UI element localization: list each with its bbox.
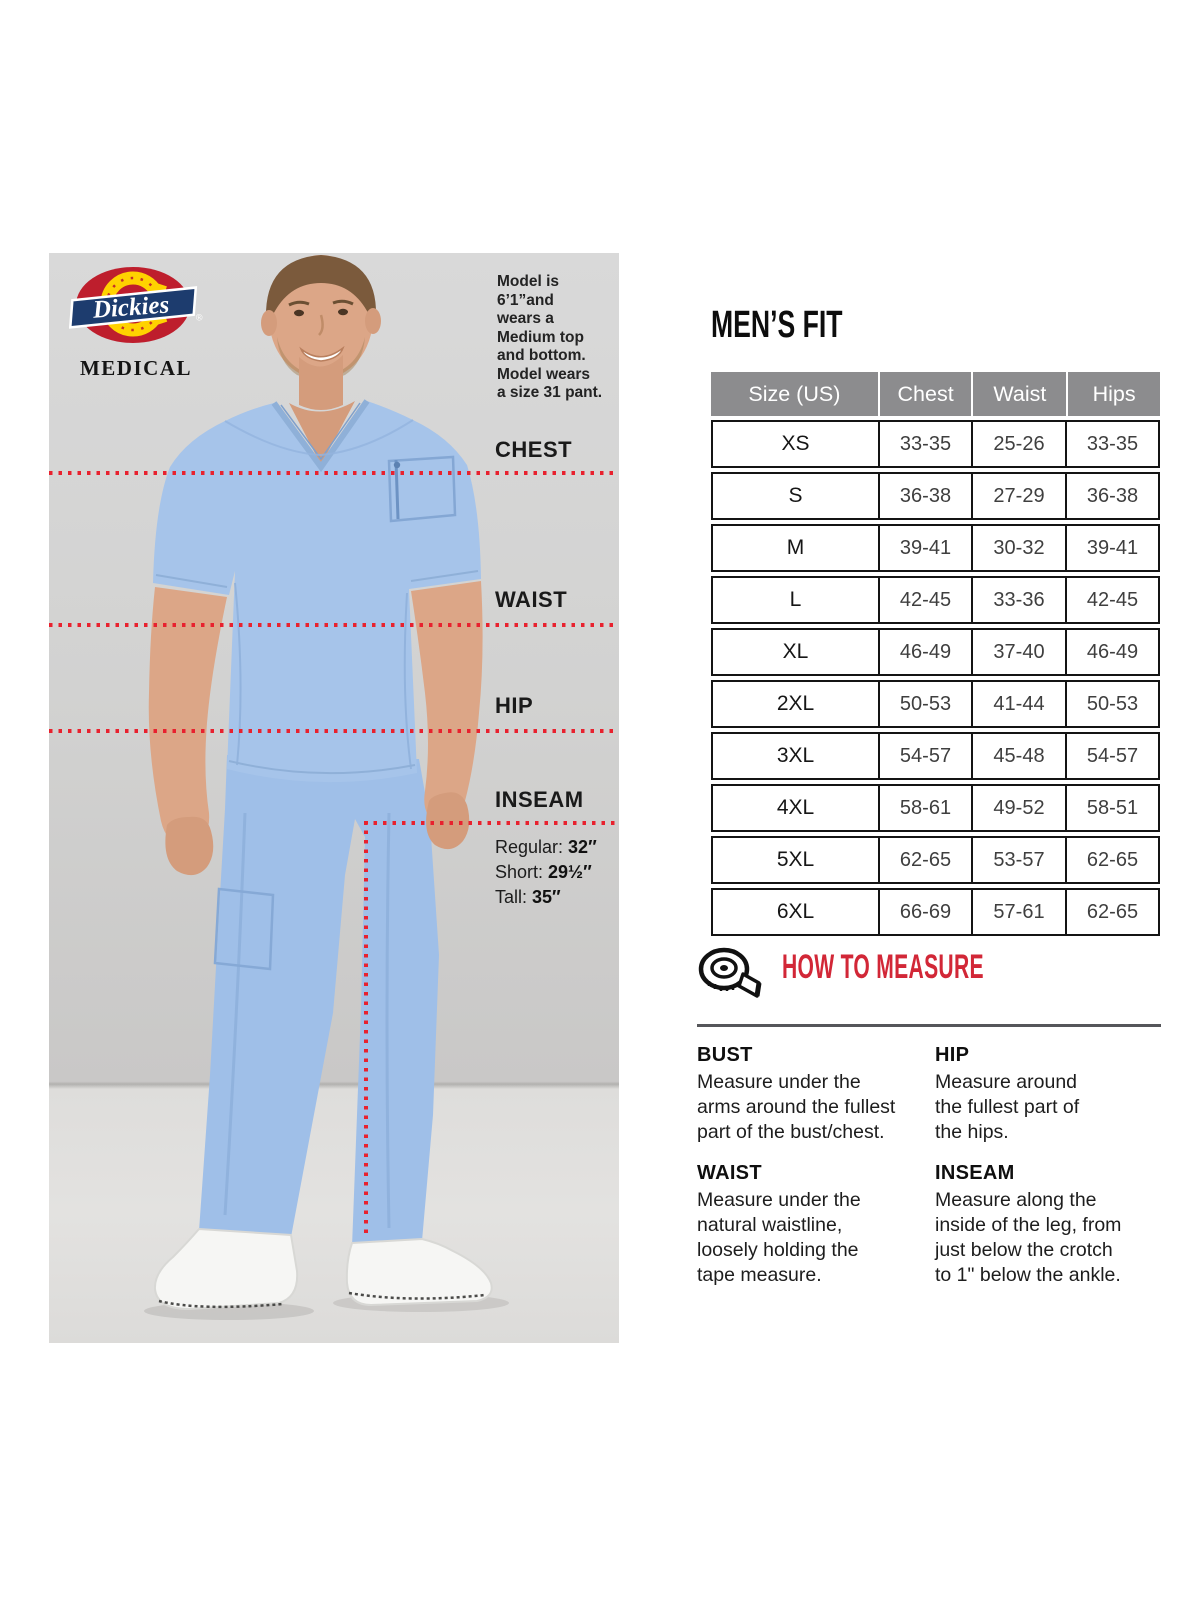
cell-size: XL — [782, 640, 809, 663]
table-row: M 39-41 30-32 39-41 — [711, 524, 1160, 572]
inseam-option-regular: Regular: 32″ — [495, 837, 597, 857]
cell-size: S — [788, 484, 803, 507]
cell-hips: 46-49 — [1065, 630, 1158, 674]
divider-line — [697, 1024, 1161, 1027]
cell-hips: 62-65 — [1065, 890, 1158, 934]
cell-chest: 50-53 — [878, 682, 971, 726]
cell-size: 3XL — [776, 744, 815, 767]
inseam-vertical-dotted-line — [364, 821, 368, 1235]
cell-size: L — [789, 588, 802, 611]
size-table: Size (US) Chest Waist Hips XS 33-35 25-2… — [711, 372, 1160, 936]
cell-waist: 41-44 — [971, 682, 1065, 726]
cell-size: XS — [781, 432, 810, 455]
cell-chest: 66-69 — [878, 890, 971, 934]
cell-hips: 62-65 — [1065, 838, 1158, 882]
model-photo-panel: Dickies ® MEDICAL Model is 6’1”and wears… — [49, 253, 619, 1343]
inseam-options: Regular: 32″ Short: 29½″ Tall: 35″ — [495, 835, 597, 910]
header-cell-hips: Hips — [1066, 372, 1160, 416]
cell-chest: 39-41 — [878, 526, 971, 570]
table-row: 2XL 50-53 41-44 50-53 — [711, 680, 1160, 728]
table-row: 3XL 54-57 45-48 54-57 — [711, 732, 1160, 780]
table-row: 4XL 58-61 49-52 58-51 — [711, 784, 1160, 832]
registered-mark: ® — [196, 312, 203, 322]
waist-dotted-line — [49, 623, 619, 627]
cell-waist: 25-26 — [971, 422, 1065, 466]
cell-size: 2XL — [776, 692, 815, 715]
table-header-row: Size (US) Chest Waist Hips — [711, 372, 1160, 416]
inseam-option-short: Short: 29½″ — [495, 862, 592, 882]
cell-size: M — [786, 536, 805, 559]
cell-hips: 39-41 — [1065, 526, 1158, 570]
cell-hips: 33-35 — [1065, 422, 1158, 466]
inseam-label: INSEAM — [495, 787, 584, 812]
page-title: MEN’S FIT — [711, 304, 843, 346]
cell-waist: 37-40 — [971, 630, 1065, 674]
cell-chest: 36-38 — [878, 474, 971, 518]
cell-size: 6XL — [776, 900, 815, 923]
table-row: 6XL 66-69 57-61 62-65 — [711, 888, 1160, 936]
cell-waist: 27-29 — [971, 474, 1065, 518]
cell-hips: 58-51 — [1065, 786, 1158, 830]
how-to-measure-title: HOW TO MEASURE — [782, 948, 984, 986]
cell-hips: 54-57 — [1065, 734, 1158, 778]
table-row: XL 46-49 37-40 46-49 — [711, 628, 1160, 676]
chest-label: CHEST — [495, 437, 573, 462]
measure-column-left: BUST Measure under the arms around the f… — [697, 1044, 919, 1305]
table-row: L 42-45 33-36 42-45 — [711, 576, 1160, 624]
tape-measure-icon — [698, 947, 762, 998]
measure-section-waist: WAIST Measure under the natural waistlin… — [697, 1162, 861, 1286]
header-cell-chest: Chest — [877, 372, 972, 416]
waist-label: WAIST — [495, 587, 568, 612]
cell-chest: 58-61 — [878, 786, 971, 830]
model-figure-image — [144, 255, 509, 1320]
model-note: Model is 6’1”and wears a Medium top and … — [497, 273, 603, 401]
cell-chest: 33-35 — [878, 422, 971, 466]
header-cell-waist: Waist — [971, 372, 1066, 416]
measure-section-bust: BUST Measure under the arms around the f… — [697, 1044, 896, 1143]
cell-waist: 33-36 — [971, 578, 1065, 622]
cell-waist: 49-52 — [971, 786, 1065, 830]
brand-block: Dickies ® MEDICAL — [68, 267, 209, 381]
dickies-logo-icon: Dickies ® — [68, 267, 203, 343]
dickies-wordmark: Dickies — [91, 292, 170, 324]
measure-column-right: HIP Measure around the fullest part of t… — [935, 1044, 1167, 1305]
cell-chest: 54-57 — [878, 734, 971, 778]
chest-dotted-line — [49, 471, 619, 475]
cell-size: 4XL — [776, 796, 815, 819]
cell-size: 5XL — [776, 848, 815, 871]
cell-waist: 57-61 — [971, 890, 1065, 934]
cell-chest: 62-65 — [878, 838, 971, 882]
cell-hips: 36-38 — [1065, 474, 1158, 518]
hip-dotted-line — [49, 729, 619, 733]
cell-chest: 46-49 — [878, 630, 971, 674]
cell-hips: 42-45 — [1065, 578, 1158, 622]
measure-section-inseam: INSEAM Measure along the inside of the l… — [935, 1162, 1122, 1286]
table-row: 5XL 62-65 53-57 62-65 — [711, 836, 1160, 884]
cell-waist: 45-48 — [971, 734, 1065, 778]
cell-waist: 53-57 — [971, 838, 1065, 882]
table-row: XS 33-35 25-26 33-35 — [711, 420, 1160, 468]
measure-section-hip: HIP Measure around the fullest part of t… — [935, 1044, 1080, 1143]
hip-label: HIP — [495, 693, 534, 718]
cell-chest: 42-45 — [878, 578, 971, 622]
header-cell-size: Size (US) — [748, 381, 841, 406]
cell-hips: 50-53 — [1065, 682, 1158, 726]
inseam-option-tall: Tall: 35″ — [495, 887, 561, 907]
table-row: S 36-38 27-29 36-38 — [711, 472, 1160, 520]
inseam-dotted-line — [364, 821, 619, 825]
medical-label: MEDICAL — [79, 356, 192, 380]
cell-waist: 30-32 — [971, 526, 1065, 570]
